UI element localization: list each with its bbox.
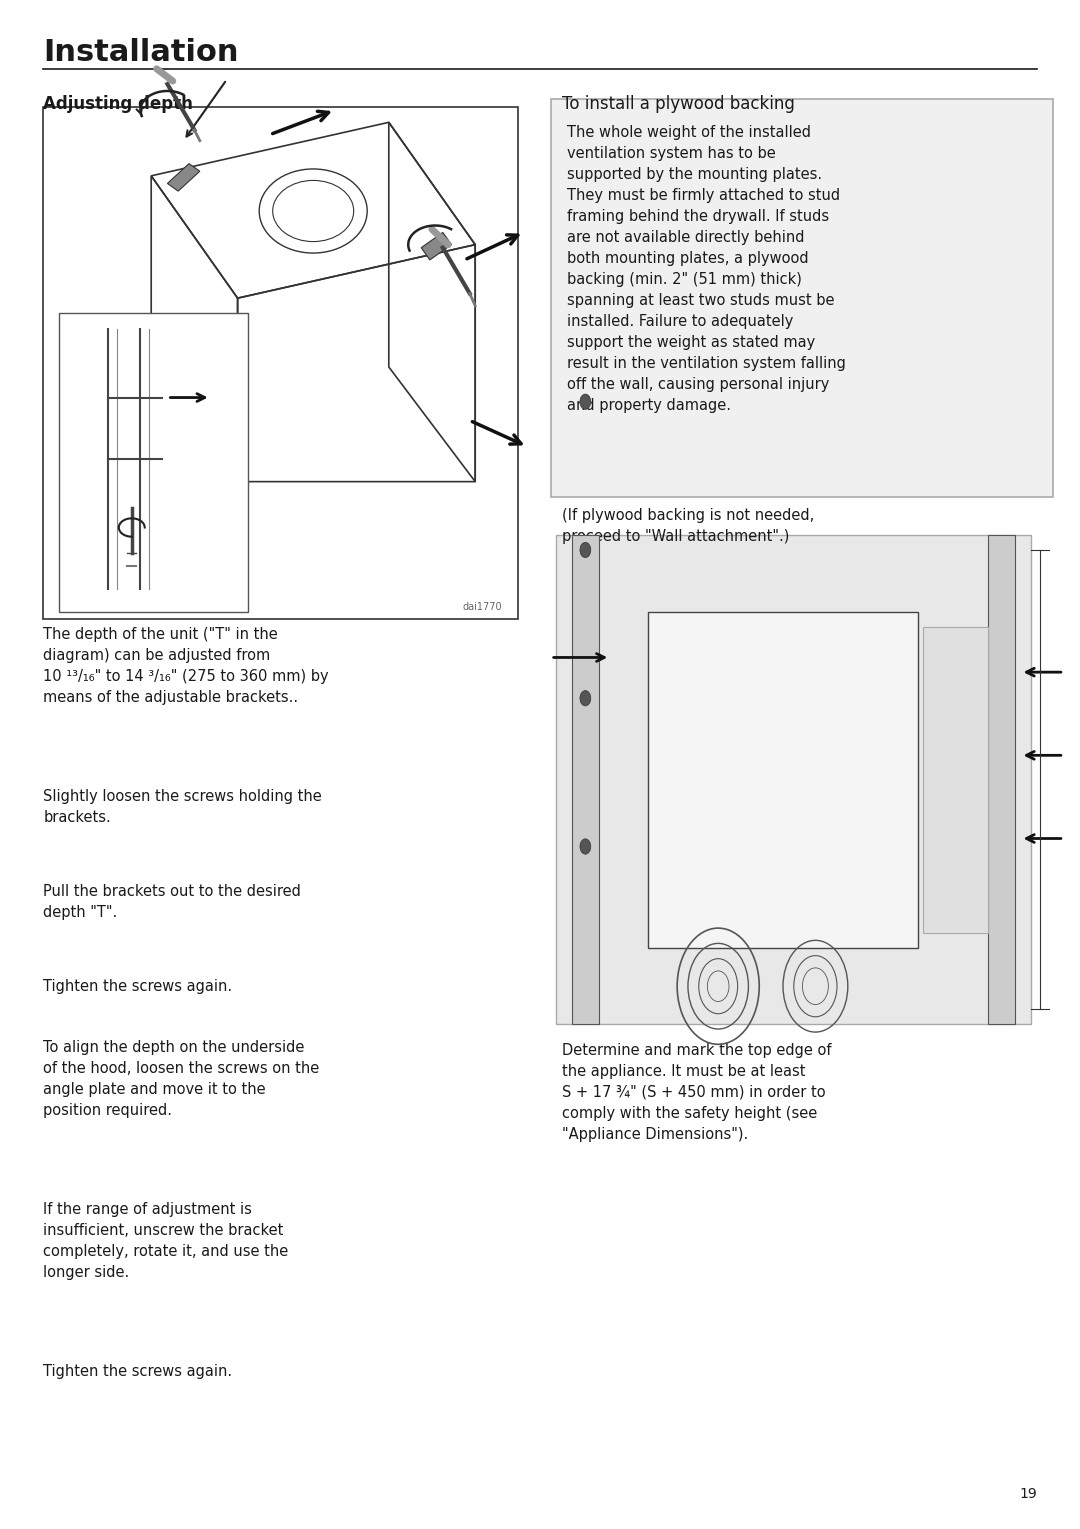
FancyBboxPatch shape	[59, 313, 248, 612]
Polygon shape	[421, 232, 451, 260]
Text: Tighten the screws again.: Tighten the screws again.	[43, 1364, 232, 1379]
Text: Determine and mark the top edge of
the appliance. It must be at least
S + 17 ¾" : Determine and mark the top edge of the a…	[562, 1043, 832, 1142]
FancyBboxPatch shape	[556, 535, 1031, 1024]
FancyBboxPatch shape	[572, 535, 599, 1024]
Circle shape	[580, 839, 591, 855]
Circle shape	[580, 691, 591, 706]
Text: (If plywood backing is not needed,
proceed to "Wall attachment".): (If plywood backing is not needed, proce…	[562, 508, 814, 544]
Text: If the range of adjustment is
insufficient, unscrew the bracket
completely, rota: If the range of adjustment is insufficie…	[43, 1202, 288, 1280]
Text: The whole weight of the installed
ventilation system has to be
supported by the : The whole weight of the installed ventil…	[567, 125, 846, 413]
Circle shape	[580, 543, 591, 558]
Text: Slightly loosen the screws holding the
brackets.: Slightly loosen the screws holding the b…	[43, 789, 322, 826]
Text: The depth of the unit ("T" in the
diagram) can be adjusted from
10 ¹³/₁₆" to 14 : The depth of the unit ("T" in the diagra…	[43, 627, 328, 705]
Text: To align the depth on the underside
of the hood, loosen the screws on the
angle : To align the depth on the underside of t…	[43, 1040, 320, 1118]
FancyBboxPatch shape	[43, 107, 518, 619]
Text: To install a plywood backing: To install a plywood backing	[562, 95, 795, 113]
Text: Installation: Installation	[43, 38, 239, 67]
Text: 19: 19	[1020, 1488, 1037, 1501]
FancyBboxPatch shape	[551, 99, 1053, 497]
Text: Pull the brackets out to the desired
depth "T".: Pull the brackets out to the desired dep…	[43, 884, 301, 920]
Polygon shape	[167, 164, 200, 191]
Circle shape	[580, 394, 591, 410]
Text: Tighten the screws again.: Tighten the screws again.	[43, 979, 232, 994]
Text: Adjusting depth: Adjusting depth	[43, 95, 193, 113]
FancyBboxPatch shape	[648, 612, 918, 948]
FancyBboxPatch shape	[988, 535, 1015, 1024]
FancyBboxPatch shape	[923, 627, 988, 933]
Text: dai1770: dai1770	[462, 601, 502, 612]
